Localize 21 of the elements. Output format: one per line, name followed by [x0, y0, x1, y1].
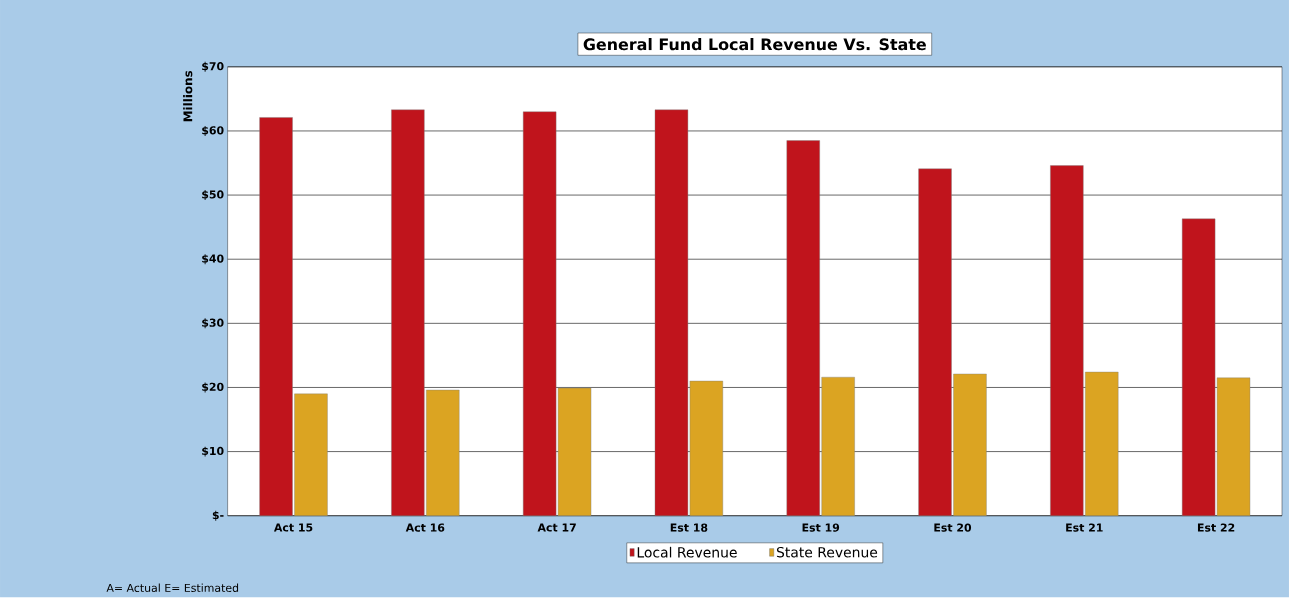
y-axis-title: Millions	[183, 71, 193, 122]
y-tick-label: $30	[202, 318, 224, 329]
x-tick-label: Act 16	[405, 523, 445, 532]
legend-label: State Revenue	[776, 547, 878, 558]
y-tick-label: $20	[202, 382, 224, 393]
y-tick-label: $-	[212, 510, 224, 521]
legend-label: Local Revenue	[637, 547, 737, 558]
text: A= Actual E= Estimated	[106, 583, 239, 593]
y-tick-label: $50	[202, 190, 224, 201]
y-tick-label: $70	[202, 62, 224, 73]
y-tick-label: $40	[202, 254, 224, 265]
chart-title: General Fund Local Revenue Vs. State	[583, 38, 926, 51]
x-tick-label: Est 22	[1197, 523, 1235, 532]
x-tick-label: Est 18	[670, 523, 708, 532]
x-tick-label: Act 15	[273, 523, 313, 532]
y-tick-label: $60	[202, 126, 224, 137]
x-tick-label: Est 20	[934, 523, 972, 532]
x-tick-label: Act 17	[537, 523, 576, 532]
x-tick-label: Est 21	[1066, 523, 1103, 532]
y-tick-label: $10	[202, 446, 224, 457]
x-tick-label: Est 19	[802, 523, 840, 532]
